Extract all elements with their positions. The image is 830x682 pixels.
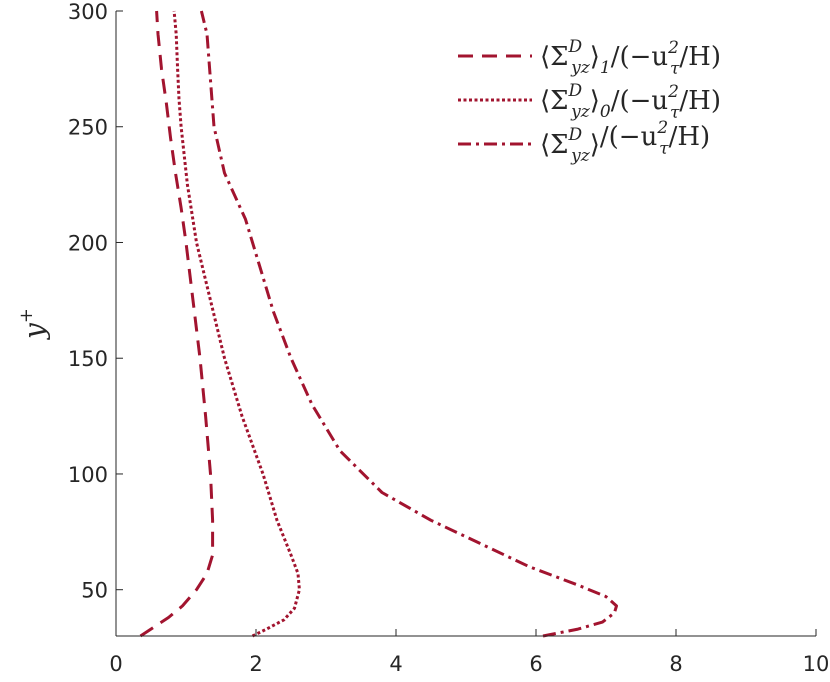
x-tick-label: 8	[669, 652, 682, 676]
y-tick-label: 100	[68, 463, 108, 487]
legend-entry-label: ⟨ΣD yz⟩/(−u2 τ/H)	[540, 118, 710, 166]
y-tick-label: 250	[68, 116, 108, 140]
x-tick-label: 4	[389, 652, 402, 676]
legend-entry-label: ⟨ΣD yz⟩1/(−u2 τ/H)	[540, 37, 721, 79]
y-tick-label: 200	[68, 231, 108, 255]
legend-entry-label: ⟨ΣD yz⟩0/(−u2 τ/H)	[540, 81, 721, 123]
series-line-dashdot	[199, 10, 618, 638]
axes	[115, 11, 816, 637]
legend: ⟨ΣD yz⟩1/(−u2 τ/H)⟨ΣD yz⟩0/(−u2 τ/H)⟨ΣD yz⟩/(…	[458, 37, 721, 166]
y-axis-label-sup: +	[16, 308, 37, 323]
series-line-dotted	[172, 10, 301, 638]
y-tick-label: 150	[68, 347, 108, 371]
series-group	[139, 10, 618, 638]
y-axis-label: y+	[16, 308, 51, 341]
x-tick-label: 2	[249, 652, 262, 676]
y-axis-label-base: y	[18, 322, 51, 341]
x-tick-label: 10	[803, 652, 830, 676]
y-tick-label: 50	[81, 579, 108, 603]
y-tick-label: 300	[68, 0, 108, 24]
axis-ticks: 0 2 4 6 8 10 50 100 150 200 250 300	[68, 0, 829, 676]
series-line-dashed	[139, 10, 215, 638]
x-tick-label: 6	[529, 652, 542, 676]
x-tick-label: 0	[109, 652, 122, 676]
